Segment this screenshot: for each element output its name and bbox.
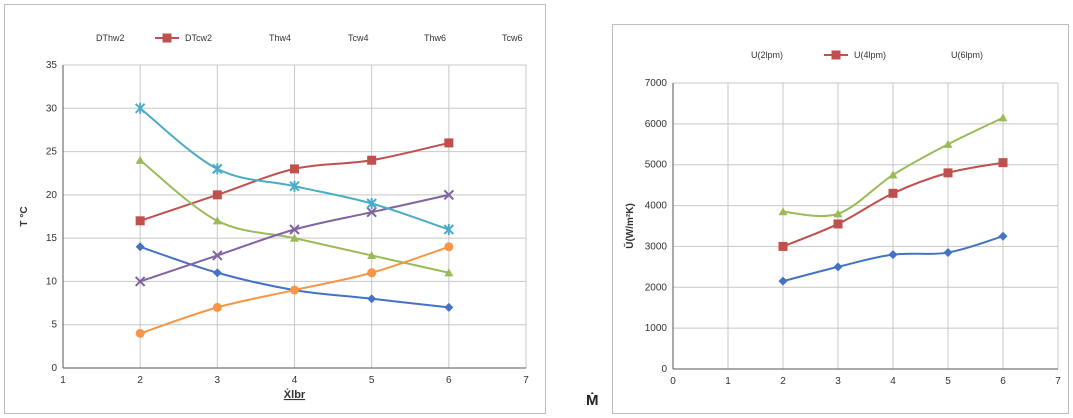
data-point — [290, 164, 299, 174]
legend-label: U(4lpm) — [854, 50, 886, 60]
data-point — [367, 250, 377, 260]
data-point — [289, 180, 300, 192]
data-point — [998, 231, 1008, 241]
x-tick-label: 6 — [446, 375, 452, 386]
data-point — [833, 209, 843, 218]
legend-label: Thw6 — [424, 33, 446, 43]
data-point — [135, 328, 145, 338]
x-tick-label: 5 — [945, 376, 951, 387]
data-point — [943, 168, 953, 178]
x-tick-label: 4 — [292, 375, 298, 386]
data-point — [443, 189, 455, 201]
data-point — [289, 224, 300, 235]
heat-transfer-chart: 0 1 2 3 4 5 6 7 0 1000 2000 3000 4000 5000 6000 7000 Ŭ(W… — [623, 50, 1061, 387]
heat-transfer-chart-panel: 0 1 2 3 4 5 6 7 0 1000 2000 3000 4000 5000 6000 7000 Ŭ(W… — [612, 24, 1069, 414]
y-axis-label: T °C — [19, 206, 30, 226]
data-point — [778, 207, 788, 216]
data-point — [367, 294, 377, 304]
data-point — [212, 268, 222, 278]
x-tick-label: 1 — [725, 376, 731, 387]
data-point — [833, 219, 843, 229]
x-tick-label: 2 — [137, 375, 143, 386]
x-tick-label: 7 — [523, 375, 529, 386]
data-point — [212, 163, 223, 175]
data-point — [135, 242, 145, 252]
data-point — [290, 233, 299, 242]
data-point — [998, 158, 1008, 168]
data-point — [134, 276, 146, 287]
data-point — [366, 206, 377, 218]
x-tick-label: 0 — [670, 376, 676, 387]
data-point — [212, 216, 222, 225]
y-tick-label: 10 — [46, 276, 58, 287]
y-tick-label: 7000 — [645, 78, 668, 89]
data-point — [212, 250, 223, 261]
data-point — [444, 138, 454, 148]
data-point — [367, 268, 377, 278]
data-point — [833, 262, 843, 272]
y-tick-label: 0 — [51, 363, 57, 374]
data-point — [212, 190, 222, 200]
y-tick-label: 1000 — [645, 323, 668, 334]
x-tick-label: 6 — [1000, 376, 1006, 387]
x-tick-label: 3 — [835, 376, 841, 387]
y-tick-label: 25 — [46, 147, 58, 158]
data-point — [135, 216, 145, 226]
x-tick-label: 4 — [890, 376, 896, 387]
data-point — [135, 155, 145, 164]
data-point — [778, 241, 788, 251]
y-tick-label: 20 — [46, 190, 58, 201]
legend-label: DThw2 — [96, 33, 125, 43]
x-axis-label: Ẋlbr — [284, 388, 306, 401]
legend-marker — [162, 33, 172, 43]
data-point — [998, 113, 1008, 122]
data-point — [444, 268, 454, 277]
data-point — [888, 188, 898, 198]
data-point — [888, 250, 898, 260]
y-tick-label: 5 — [51, 320, 57, 331]
y-tick-label: 0 — [661, 364, 667, 375]
data-point — [888, 170, 898, 179]
y-tick-label: 15 — [46, 233, 58, 244]
y-tick-label: 6000 — [645, 119, 668, 130]
data-point — [290, 285, 299, 295]
y-tick-label: 3000 — [645, 241, 668, 252]
temperature-chart-panel: 1 2 3 4 5 6 7 0 5 10 15 20 25 30 35 Ẋlbr T °C DThw2 DTcw2 T… — [4, 4, 546, 414]
y-axis-label: Ŭ(W/m²K) — [623, 203, 636, 249]
legend-label: Tcw4 — [348, 33, 369, 43]
data-point — [443, 223, 455, 235]
data-point — [444, 242, 454, 252]
legend-label: DTcw2 — [185, 33, 212, 43]
y-tick-label: 35 — [46, 60, 58, 71]
data-point — [212, 302, 222, 312]
legend-label: U(2lpm) — [751, 50, 783, 60]
x-tick-label: 3 — [215, 375, 221, 386]
x-tick-label: 2 — [780, 376, 786, 387]
standalone-symbol-label: Ṁ — [586, 392, 599, 409]
data-point — [134, 102, 146, 114]
data-point — [444, 302, 454, 312]
x-tick-label: 5 — [369, 375, 375, 386]
y-tick-label: 30 — [46, 103, 58, 114]
data-point — [367, 155, 377, 165]
y-tick-label: 4000 — [645, 201, 668, 212]
legend-label: U(6lpm) — [951, 50, 983, 60]
temperature-chart: 1 2 3 4 5 6 7 0 5 10 15 20 25 30 35 Ẋlbr T °C DThw2 DTcw2 T… — [19, 33, 529, 401]
data-point — [366, 198, 377, 210]
x-tick-label: 7 — [1055, 376, 1061, 387]
data-point — [943, 139, 953, 148]
y-tick-label: 5000 — [645, 160, 668, 171]
legend-label: Tcw6 — [502, 33, 523, 43]
data-point — [943, 248, 953, 258]
legend-label: Thw4 — [269, 33, 291, 43]
x-tick-label: 1 — [60, 375, 66, 386]
y-tick-label: 2000 — [645, 282, 668, 293]
legend-marker — [831, 50, 841, 60]
data-point — [778, 276, 788, 286]
